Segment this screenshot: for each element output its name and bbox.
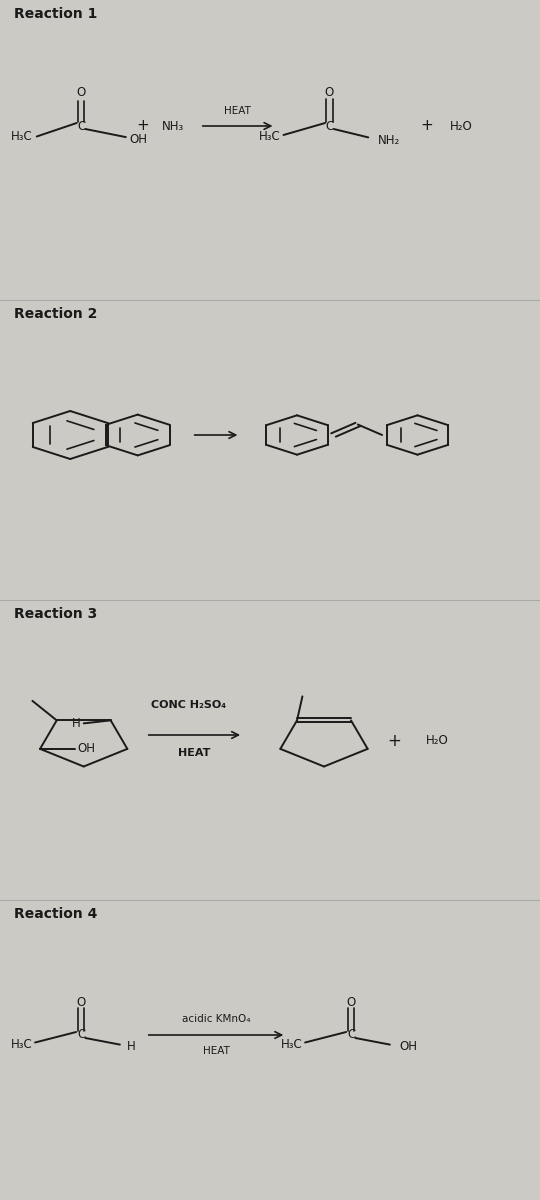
Text: C: C [77,1028,85,1042]
Text: +: + [420,119,433,133]
Text: C: C [347,1028,355,1042]
Text: H₃C: H₃C [11,130,32,143]
Text: Reaction 2: Reaction 2 [14,307,97,320]
Text: Reaction 4: Reaction 4 [14,907,97,922]
Text: O: O [346,996,356,1008]
Text: C: C [325,120,334,132]
Text: H₂O: H₂O [426,734,449,748]
Text: OH: OH [400,1040,417,1054]
Text: +: + [387,732,401,750]
Text: O: O [325,86,334,100]
Text: H: H [127,1040,136,1054]
Text: OH: OH [130,133,147,146]
Text: HEAT: HEAT [178,748,211,758]
Text: acidic KMnO₄: acidic KMnO₄ [182,1014,250,1024]
Text: Reaction 1: Reaction 1 [14,7,97,20]
Text: HEAT: HEAT [202,1046,230,1056]
Text: O: O [76,86,86,100]
Text: H₃C: H₃C [281,1038,302,1050]
Text: C: C [77,120,85,132]
Text: +: + [137,119,150,133]
Text: H₃C: H₃C [259,130,281,143]
Text: CONC H₂SO₄: CONC H₂SO₄ [151,700,227,710]
Text: HEAT: HEAT [224,106,251,115]
Text: H: H [72,716,81,730]
Text: H₃C: H₃C [11,1038,32,1050]
Text: H₂O: H₂O [450,120,473,132]
Text: OH: OH [78,743,96,755]
Text: NH₃: NH₃ [161,120,184,132]
Text: NH₂: NH₂ [378,134,400,148]
Text: O: O [76,996,86,1008]
Text: Reaction 3: Reaction 3 [14,607,97,622]
